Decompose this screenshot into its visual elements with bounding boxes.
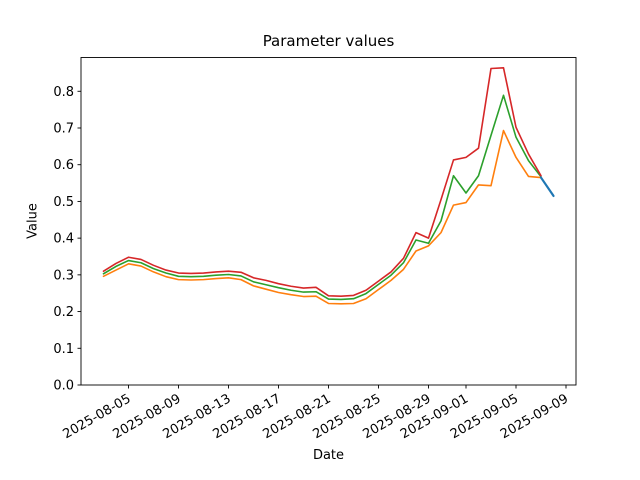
y-tick-label: 0.5 xyxy=(53,195,74,210)
series-line-blue xyxy=(539,176,555,198)
y-tick-label: 0.4 xyxy=(53,232,74,247)
y-tick-label: 0.2 xyxy=(53,305,74,320)
y-tick-label: 0.3 xyxy=(53,268,74,283)
series-line-green xyxy=(102,94,542,301)
y-tick-label: 0.1 xyxy=(53,342,74,357)
x-axis-label: Date xyxy=(312,448,345,463)
plot-border xyxy=(80,57,577,386)
series-line-red xyxy=(102,66,542,297)
y-tick-label: 0.7 xyxy=(53,121,74,136)
y-tick-label: 0.0 xyxy=(53,379,74,394)
chart-title: Parameter values xyxy=(262,32,395,50)
y-tick-label: 0.8 xyxy=(53,85,74,100)
series-line-orange xyxy=(102,129,542,305)
y-tick-label: 0.6 xyxy=(53,158,74,173)
y-axis-label: Value xyxy=(25,203,41,239)
